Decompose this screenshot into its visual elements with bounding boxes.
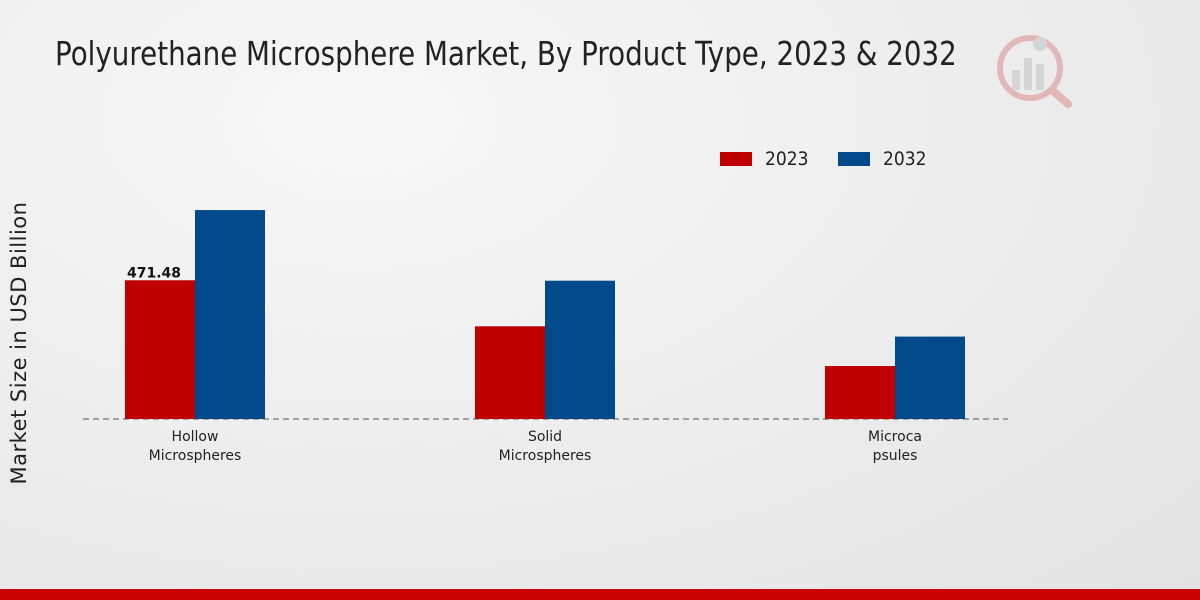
bar-2032-2 bbox=[895, 336, 965, 419]
legend-label-2023: 2023 bbox=[765, 148, 809, 170]
category-label-0: Hollow Microspheres bbox=[149, 429, 242, 464]
category-label-1: Solid Microspheres bbox=[499, 429, 592, 464]
chart-title: Polyurethane Microsphere Market, By Prod… bbox=[55, 34, 957, 73]
data-label-0: 471.48 bbox=[127, 265, 181, 281]
market-research-logo-icon bbox=[997, 35, 1072, 108]
bar-2023-0 bbox=[125, 280, 195, 419]
bar-2032-1 bbox=[545, 280, 615, 419]
bar-2023-2 bbox=[825, 366, 895, 419]
bottom-accent-bar bbox=[0, 589, 1200, 600]
legend-swatch-2032 bbox=[838, 152, 870, 166]
legend-item-2032: 2032 bbox=[838, 148, 931, 170]
legend-label-2032: 2032 bbox=[883, 148, 927, 170]
bar-2032-0 bbox=[195, 210, 265, 419]
legend-item-2023: 2023 bbox=[720, 148, 813, 170]
legend-swatch-2023 bbox=[720, 152, 752, 166]
bar-2023-1 bbox=[475, 326, 545, 419]
category-label-2: Microca psules bbox=[868, 429, 922, 464]
